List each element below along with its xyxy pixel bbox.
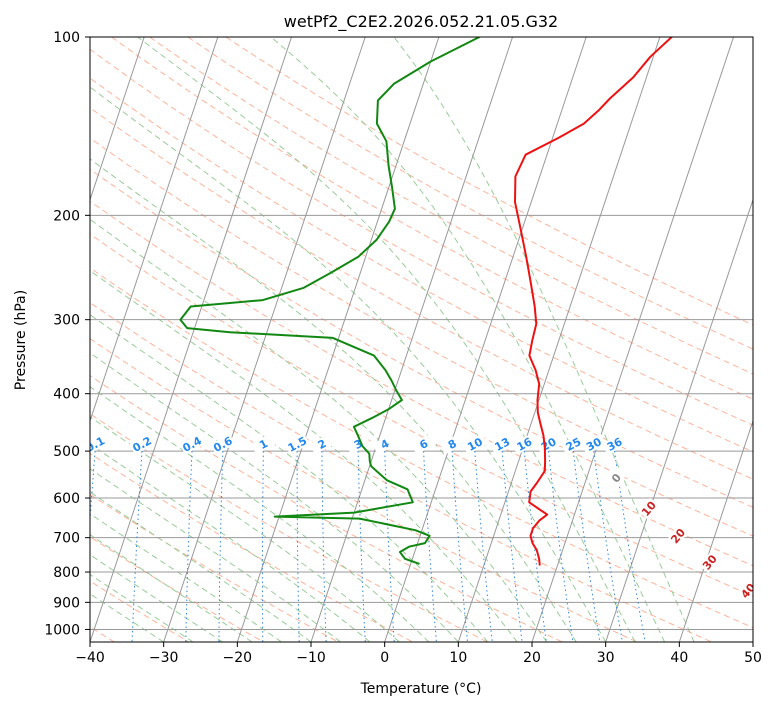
x-tick-label: −10 <box>296 650 326 666</box>
y-tick-label: 600 <box>53 491 80 507</box>
x-tick-label: −40 <box>75 650 105 666</box>
y-axis-label: Pressure (hPa) <box>13 290 29 390</box>
y-tick-label: 400 <box>53 387 80 403</box>
x-tick-label: −30 <box>149 650 179 666</box>
x-axis-label: Temperature (°C) <box>360 681 482 697</box>
x-tick-label: 20 <box>523 650 541 666</box>
x-tick-label: 50 <box>744 650 762 666</box>
y-tick-label: 900 <box>53 595 80 611</box>
x-tick-label: 0 <box>380 650 389 666</box>
y-tick-label: 500 <box>53 444 80 460</box>
y-tick-label: 800 <box>53 565 80 581</box>
x-tick-label: 40 <box>670 650 688 666</box>
x-tick-label: 30 <box>597 650 615 666</box>
chart-title: wetPf2_C2E2.2026.052.21.05.G32 <box>284 12 558 32</box>
y-tick-label: 300 <box>53 313 80 329</box>
y-tick-label: 200 <box>53 208 80 224</box>
x-tick-label: 10 <box>449 650 467 666</box>
y-tick-label: 100 <box>53 30 80 46</box>
x-tick-label: −20 <box>223 650 253 666</box>
y-tick-label: 700 <box>53 531 80 547</box>
y-tick-label: 1000 <box>44 622 80 638</box>
